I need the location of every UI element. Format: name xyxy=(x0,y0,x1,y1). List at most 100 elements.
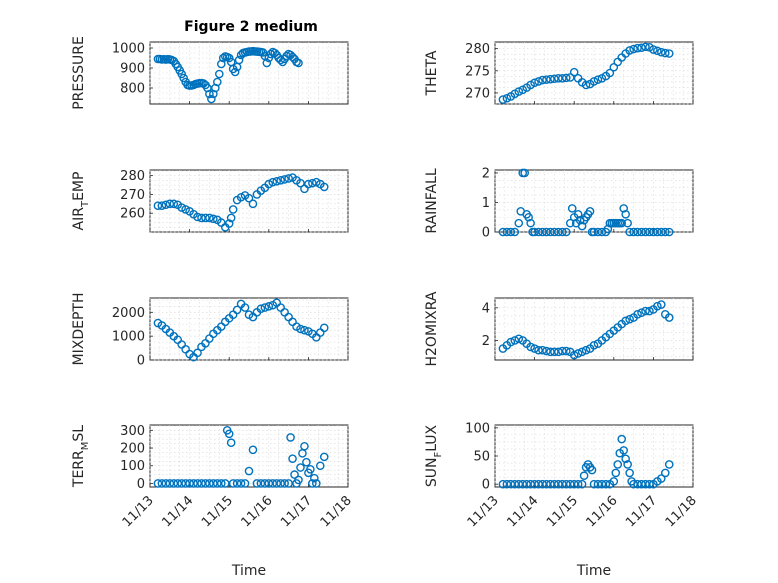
data-point xyxy=(244,466,254,476)
data-point xyxy=(214,69,224,79)
y-tick-label: 1000 xyxy=(112,330,145,345)
data-point xyxy=(664,313,674,322)
data-point xyxy=(165,479,175,488)
data-point xyxy=(569,350,579,360)
data-point xyxy=(623,218,632,228)
y-tick-label: 800 xyxy=(120,82,145,97)
data-point xyxy=(228,205,238,214)
data-point xyxy=(161,200,171,210)
axes-box xyxy=(149,424,349,488)
data-point xyxy=(653,227,662,237)
data-point xyxy=(625,46,634,55)
data-point xyxy=(633,310,642,319)
subplot-7: 0 100 200 300 11/13 11/14 11/15 11/16 11/17 11/18… xyxy=(71,424,355,579)
data-point xyxy=(629,479,638,489)
data-point xyxy=(645,306,654,316)
data-point xyxy=(157,201,167,210)
data-point xyxy=(312,177,321,187)
x-tick-label: 11/15 xyxy=(544,493,581,530)
y-axis-label: H2OMIXRA xyxy=(424,291,440,366)
y-tick-label: 280 xyxy=(120,169,145,184)
data-point xyxy=(230,67,240,77)
data-point xyxy=(534,77,543,86)
y-tick-label: 300 xyxy=(120,424,145,439)
data-point xyxy=(530,78,539,88)
x-tick-label: 11/16 xyxy=(584,493,621,530)
data-point xyxy=(534,227,543,237)
subplot-8: 0 50 100 11/13 11/14 11/15 11/16 11/17 11/18 Time… xyxy=(424,421,700,579)
data-point xyxy=(308,178,317,188)
data-point xyxy=(589,227,599,237)
data-point xyxy=(502,93,512,103)
data-point xyxy=(514,87,524,96)
data-point xyxy=(625,227,634,237)
data-point xyxy=(165,199,175,209)
data-point xyxy=(567,204,577,213)
data-point xyxy=(236,192,246,202)
data-point xyxy=(280,175,289,184)
data-point xyxy=(244,193,254,203)
data-point xyxy=(185,479,194,488)
data-point xyxy=(577,479,587,489)
data-point xyxy=(561,479,571,489)
data-point xyxy=(228,479,238,488)
data-point xyxy=(625,314,634,324)
data-point xyxy=(526,218,535,228)
data-point xyxy=(589,77,599,86)
data-point xyxy=(296,178,305,188)
data-point xyxy=(561,346,571,356)
data-point xyxy=(579,471,589,481)
data-point xyxy=(593,227,603,237)
data-point xyxy=(641,479,650,489)
data-point xyxy=(573,479,583,489)
y-axis-label: MIXDEPTH xyxy=(71,293,87,366)
data-point xyxy=(284,479,293,488)
x-axis-label: Time xyxy=(576,563,611,579)
y-tick-label: 0 xyxy=(137,477,145,492)
x-tick-label: 11/15 xyxy=(199,493,236,530)
data-point xyxy=(234,55,244,65)
data-point xyxy=(538,345,547,355)
data-point xyxy=(660,48,670,58)
y-tick-label: 0 xyxy=(482,226,490,241)
data-point xyxy=(169,479,179,488)
data-point xyxy=(268,479,278,488)
data-point xyxy=(264,302,274,311)
data-point xyxy=(197,213,206,223)
data-point xyxy=(296,324,305,334)
data-point xyxy=(561,227,571,237)
data-point xyxy=(637,308,646,317)
data-point xyxy=(193,479,202,488)
data-point xyxy=(581,80,591,90)
data-point xyxy=(282,51,291,61)
data-point xyxy=(641,227,650,237)
data-point xyxy=(262,58,272,68)
data-point xyxy=(530,479,539,489)
data-point xyxy=(248,445,258,455)
data-point xyxy=(264,479,274,488)
data-point xyxy=(276,176,285,185)
data-point xyxy=(605,68,615,78)
data-point xyxy=(300,325,309,335)
data-point xyxy=(633,227,642,237)
data-point xyxy=(577,347,587,357)
x-tick-label: 11/17 xyxy=(623,493,660,530)
data-point xyxy=(619,204,629,213)
y-tick-label: 270 xyxy=(120,188,145,203)
data-point xyxy=(611,468,621,478)
data-point xyxy=(510,479,520,489)
data-point xyxy=(558,74,567,83)
data-point xyxy=(561,73,571,83)
data-point xyxy=(660,468,670,478)
data-point xyxy=(530,227,539,237)
data-point xyxy=(248,199,258,209)
data-point xyxy=(264,53,274,63)
data-point xyxy=(637,479,646,489)
data-point xyxy=(224,219,234,228)
data-point xyxy=(290,470,299,479)
data-point xyxy=(177,69,186,79)
data-point xyxy=(181,205,190,214)
data-point xyxy=(550,74,559,84)
data-point xyxy=(581,345,591,355)
data-point xyxy=(542,227,551,237)
